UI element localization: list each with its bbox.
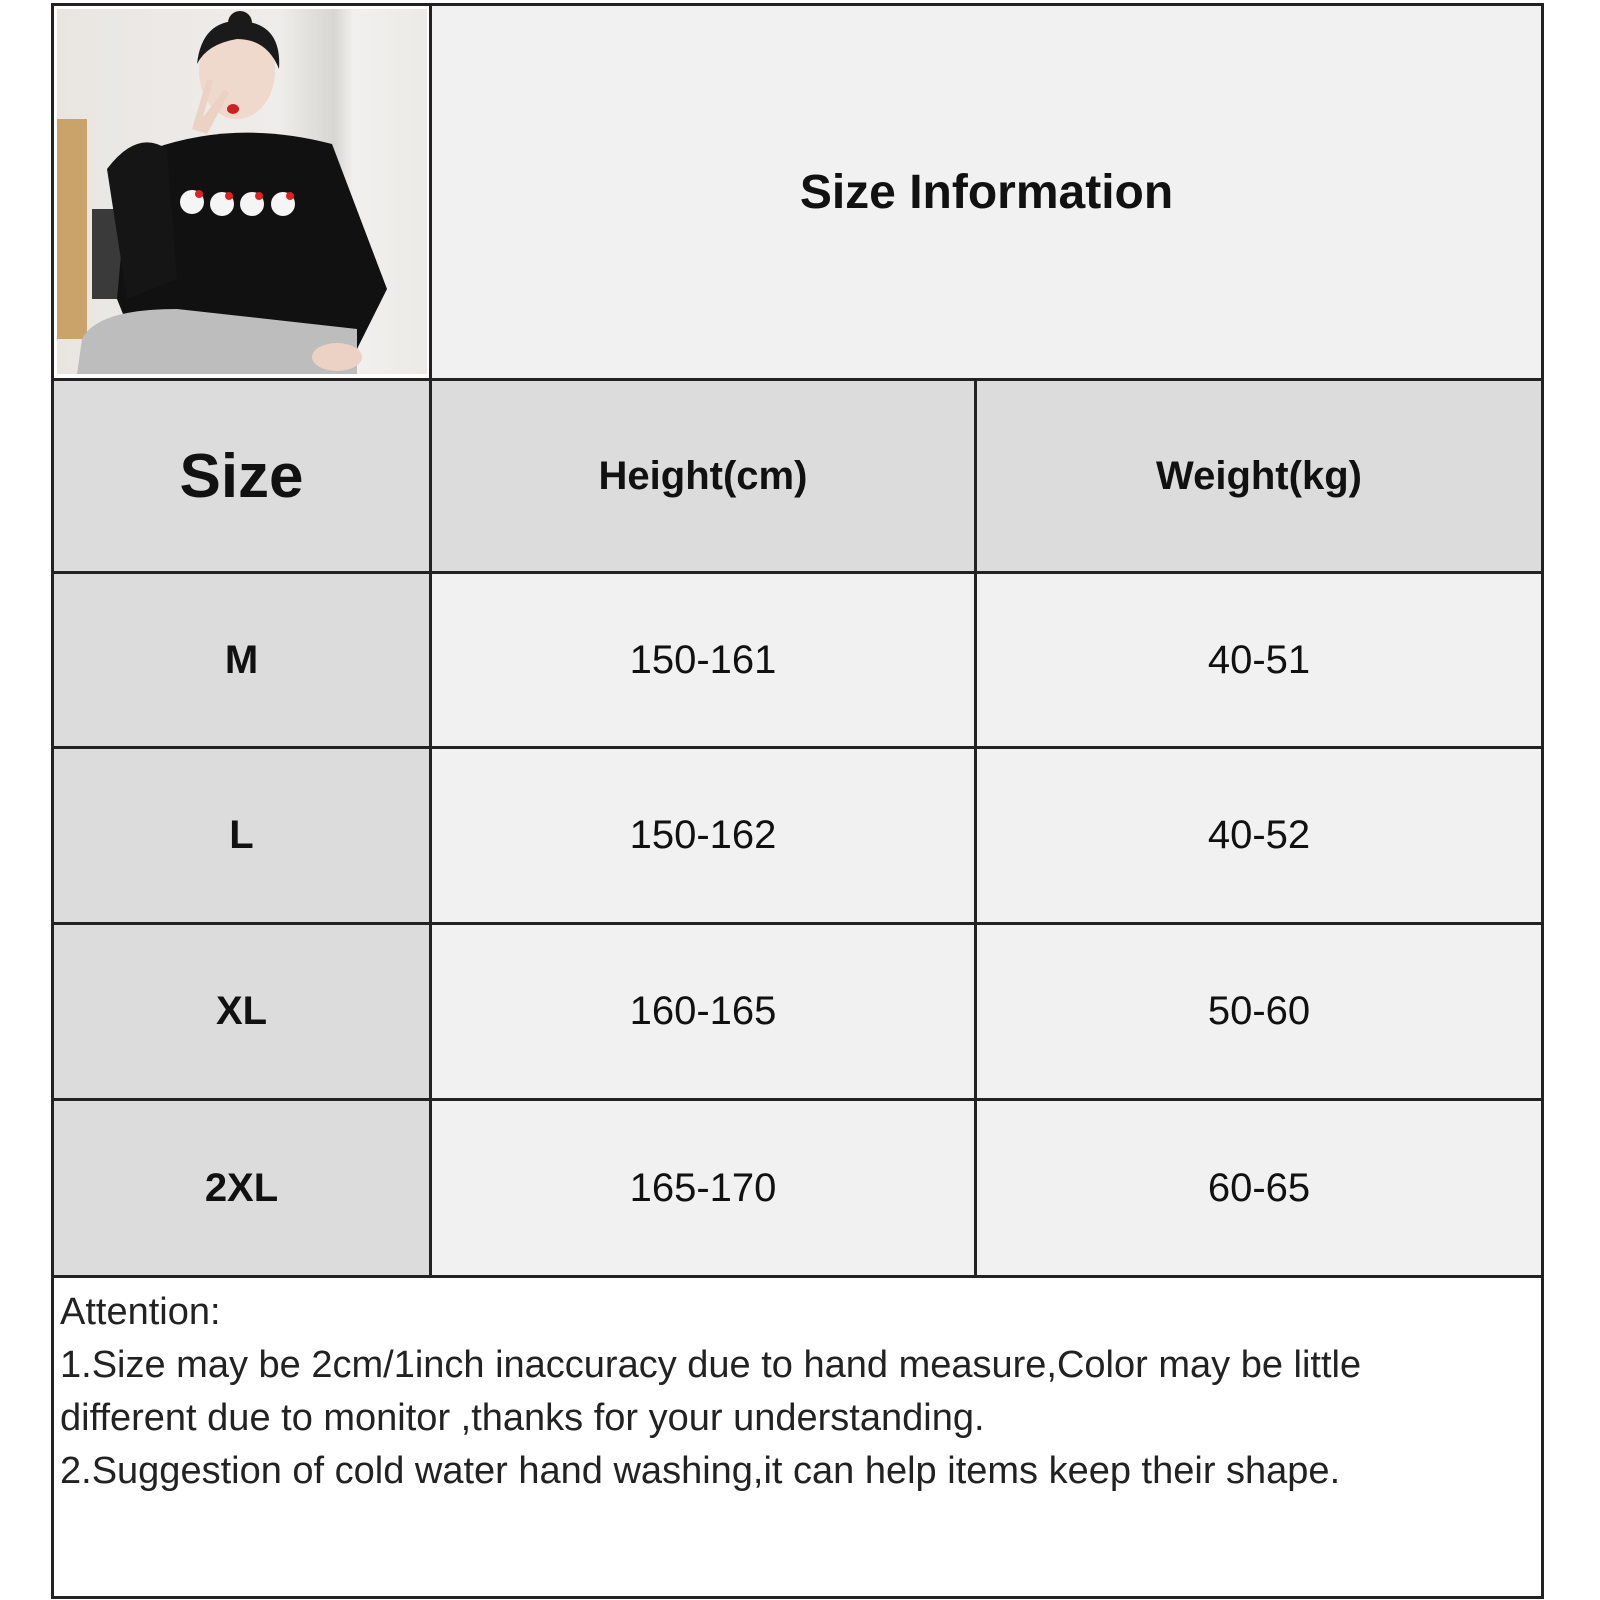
size-value: XL [215, 989, 268, 1033]
size-value: 2XL [204, 1165, 279, 1210]
notes-line-3: 2.Suggestion of cold water hand washing,… [60, 1450, 1341, 1492]
header-weight-label: Weight(kg) [1156, 453, 1362, 498]
height-value: 150-162 [629, 813, 777, 857]
table-row-size: XL [54, 925, 429, 1098]
notes-line-1: 1.Size may be 2cm/1inch inaccuracy due t… [60, 1344, 1362, 1386]
weight-cell: 40-52 [977, 749, 1541, 922]
weight-value: 40-51 [1207, 637, 1311, 682]
weight-value: 60-65 [1207, 1165, 1311, 1210]
table-row-size: 2XL [54, 1101, 429, 1275]
height-cell: 165-170 [432, 1101, 974, 1275]
height-cell: 150-161 [432, 574, 974, 746]
attention-notes: Attention: 1.Size may be 2cm/1inch inacc… [60, 1286, 1521, 1498]
page-title: Size Information [799, 165, 1174, 219]
table-row-size: L [54, 749, 429, 922]
weight-value: 40-52 [1207, 813, 1311, 857]
weight-cell: 60-65 [977, 1101, 1541, 1275]
header-height: Height(cm) [432, 381, 974, 571]
weight-value: 50-60 [1207, 989, 1311, 1033]
header-size: Size [54, 381, 429, 571]
header-size-label: Size [179, 441, 304, 511]
size-value: L [229, 813, 254, 857]
model-photo-illustration [57, 11, 387, 374]
size-chart-table: Size Information Size Height(cm) Weight(… [51, 3, 1544, 1599]
weight-cell: 50-60 [977, 925, 1541, 1098]
weight-cell: 40-51 [977, 574, 1541, 746]
height-value: 150-161 [629, 637, 777, 682]
header-height-label: Height(cm) [598, 453, 808, 498]
title-cell: Size Information [432, 6, 1541, 378]
height-cell: 150-162 [432, 749, 974, 922]
size-value: M [224, 637, 259, 682]
notes-heading: Attention: [60, 1291, 221, 1333]
height-value: 160-165 [629, 989, 777, 1033]
notes-line-2: different due to monitor ,thanks for you… [60, 1397, 985, 1439]
table-row-size: M [54, 574, 429, 746]
product-photo [57, 9, 427, 374]
header-weight: Weight(kg) [977, 381, 1541, 571]
height-cell: 160-165 [432, 925, 974, 1098]
height-value: 165-170 [629, 1165, 777, 1210]
